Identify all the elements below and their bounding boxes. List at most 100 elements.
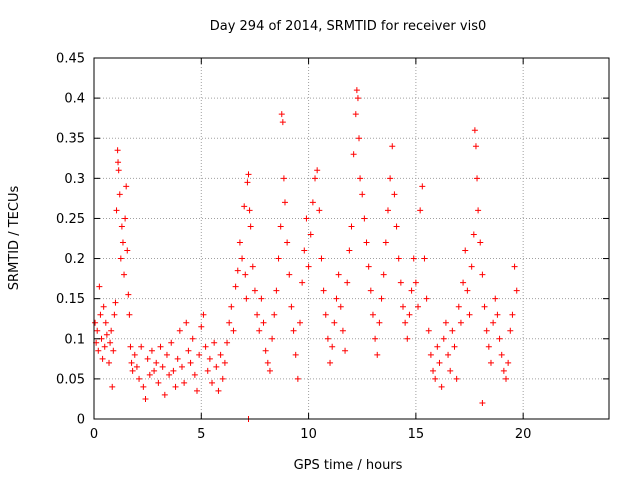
data-point	[264, 359, 271, 366]
data-point	[211, 339, 218, 346]
data-point	[513, 287, 520, 294]
data-point	[168, 339, 175, 346]
data-point	[496, 335, 503, 342]
data-point	[297, 319, 303, 326]
data-point	[475, 207, 482, 214]
data-point	[348, 223, 355, 230]
data-point	[395, 255, 402, 262]
x-tick-label: 15	[408, 427, 425, 442]
data-point	[228, 303, 235, 310]
data-point	[329, 343, 336, 350]
y-tick-label: 0.35	[56, 132, 85, 147]
y-tick-label: 0.25	[56, 212, 85, 227]
data-point	[290, 327, 297, 334]
data-point	[109, 383, 116, 390]
data-point	[234, 267, 241, 274]
data-point	[97, 311, 104, 318]
data-point	[92, 319, 99, 326]
data-point	[189, 335, 196, 342]
data-point	[369, 311, 376, 318]
y-tick-label: 0.1	[64, 332, 85, 347]
data-point	[357, 175, 364, 182]
data-point	[346, 247, 353, 254]
data-point	[273, 287, 280, 294]
data-point	[457, 319, 464, 326]
data-point	[232, 283, 239, 290]
data-point	[191, 371, 198, 378]
data-point	[288, 303, 295, 310]
data-point	[434, 343, 441, 350]
data-point	[110, 347, 117, 354]
data-point	[485, 343, 492, 350]
data-point	[492, 295, 499, 302]
data-point	[468, 263, 475, 270]
data-point	[246, 207, 253, 214]
data-point	[258, 295, 265, 302]
data-point	[427, 351, 434, 358]
data-point	[117, 255, 124, 262]
data-point	[410, 255, 417, 262]
data-point	[146, 371, 153, 378]
data-point	[202, 343, 209, 350]
data-point	[335, 271, 342, 278]
data-point	[124, 247, 131, 254]
x-tick-labels: 0 5 10 15 20	[90, 427, 532, 442]
data-point	[503, 375, 509, 382]
data-point	[464, 287, 471, 294]
data-point	[337, 303, 344, 310]
data-point	[185, 347, 192, 354]
data-point	[436, 359, 443, 366]
data-point	[102, 319, 109, 326]
data-point	[115, 167, 122, 174]
data-point	[367, 287, 374, 294]
data-point	[378, 295, 385, 302]
data-point	[140, 383, 147, 390]
data-point	[322, 311, 329, 318]
data-point	[101, 343, 108, 350]
data-point	[277, 223, 284, 230]
data-point	[404, 335, 411, 342]
data-point	[363, 239, 370, 246]
data-point	[331, 319, 338, 326]
data-point	[301, 247, 308, 254]
data-point	[245, 171, 252, 178]
data-point	[494, 311, 501, 318]
data-point	[94, 327, 101, 334]
data-point	[127, 343, 134, 350]
data-point	[125, 291, 132, 298]
data-point	[200, 311, 207, 318]
y-tick-label: 0.45	[56, 52, 85, 67]
y-tick-label: 0.2	[64, 252, 85, 267]
data-point	[112, 299, 119, 306]
data-point	[239, 255, 246, 262]
x-tick-label: 0	[90, 427, 98, 442]
data-point	[281, 199, 288, 206]
data-point	[438, 383, 445, 390]
data-point	[286, 271, 293, 278]
data-point	[382, 239, 389, 246]
data-point	[144, 355, 151, 362]
data-point	[393, 223, 400, 230]
data-point	[103, 331, 110, 338]
data-point	[155, 379, 162, 386]
data-point	[339, 327, 346, 334]
data-point	[303, 215, 310, 222]
data-point	[374, 351, 381, 358]
data-point	[511, 263, 518, 270]
data-point	[96, 283, 103, 290]
data-point	[181, 379, 188, 386]
data-point	[400, 303, 406, 310]
data-point	[256, 327, 263, 334]
data-point	[111, 311, 118, 318]
y-tick-label: 0.4	[64, 92, 85, 107]
data-point	[430, 367, 437, 374]
data-point	[316, 207, 323, 214]
data-point	[219, 375, 226, 382]
data-point	[172, 383, 179, 390]
data-point	[447, 367, 454, 374]
data-point	[324, 335, 331, 342]
data-point	[380, 271, 387, 278]
data-point	[479, 399, 486, 406]
data-point	[365, 263, 372, 270]
data-point	[376, 319, 383, 326]
